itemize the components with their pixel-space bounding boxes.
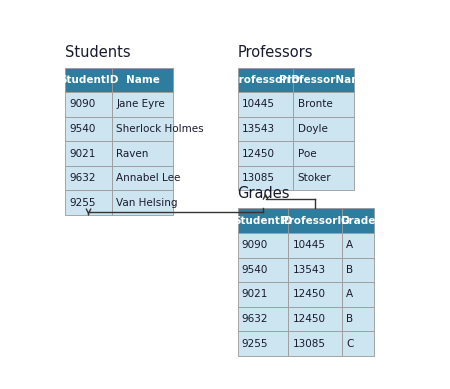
Text: Raven: Raven: [116, 149, 148, 159]
Text: 13085: 13085: [292, 338, 325, 349]
Text: B: B: [346, 265, 354, 275]
Text: 13543: 13543: [292, 265, 325, 275]
Bar: [112, 191, 173, 215]
Bar: [288, 258, 342, 282]
Text: Bronte: Bronte: [297, 100, 333, 109]
Text: 9021: 9021: [242, 289, 268, 300]
Bar: [112, 92, 173, 117]
Bar: [238, 117, 293, 141]
Bar: [238, 68, 293, 92]
Bar: [238, 209, 288, 233]
Text: Jane Eyre: Jane Eyre: [116, 100, 165, 109]
Text: Sherlock Holmes: Sherlock Holmes: [116, 124, 204, 134]
Text: 9090: 9090: [242, 240, 268, 250]
Bar: [288, 209, 342, 233]
Bar: [293, 92, 355, 117]
Text: Stoker: Stoker: [297, 173, 331, 183]
Bar: [65, 117, 112, 141]
Text: 9255: 9255: [242, 338, 268, 349]
Bar: [112, 68, 173, 92]
Text: 9540: 9540: [242, 265, 268, 275]
Text: 9632: 9632: [242, 314, 268, 324]
Bar: [293, 141, 355, 166]
Text: 9255: 9255: [69, 198, 96, 208]
Text: StudentID: StudentID: [59, 75, 118, 85]
Bar: [238, 282, 288, 307]
Text: C: C: [346, 338, 354, 349]
Bar: [342, 282, 373, 307]
Text: Grades: Grades: [238, 186, 290, 201]
Bar: [112, 117, 173, 141]
Text: Van Helsing: Van Helsing: [116, 198, 178, 208]
Bar: [65, 68, 112, 92]
Text: 12450: 12450: [292, 289, 325, 300]
Bar: [238, 233, 288, 258]
Text: 9090: 9090: [69, 100, 95, 109]
Text: Annabel Lee: Annabel Lee: [116, 173, 180, 183]
Bar: [342, 307, 373, 331]
Bar: [342, 258, 373, 282]
Text: Poe: Poe: [297, 149, 316, 159]
Text: StudentID: StudentID: [233, 216, 292, 226]
Text: 12450: 12450: [292, 314, 325, 324]
Text: 12450: 12450: [242, 149, 275, 159]
Bar: [238, 258, 288, 282]
Bar: [112, 141, 173, 166]
Bar: [65, 191, 112, 215]
Bar: [65, 166, 112, 191]
Text: ProfessorID: ProfessorID: [231, 75, 300, 85]
Text: Doyle: Doyle: [297, 124, 328, 134]
Text: 9021: 9021: [69, 149, 95, 159]
Bar: [288, 233, 342, 258]
Text: B: B: [346, 314, 354, 324]
Text: 10445: 10445: [242, 100, 275, 109]
Bar: [342, 331, 373, 356]
Text: 13543: 13543: [242, 124, 275, 134]
Text: ProfessorID: ProfessorID: [281, 216, 350, 226]
Bar: [288, 331, 342, 356]
Bar: [238, 141, 293, 166]
Bar: [342, 233, 373, 258]
Text: Grade: Grade: [340, 216, 376, 226]
Bar: [112, 166, 173, 191]
Bar: [238, 307, 288, 331]
Text: Students: Students: [65, 45, 130, 60]
Text: 13085: 13085: [242, 173, 275, 183]
Bar: [293, 166, 355, 191]
Text: Professors: Professors: [238, 45, 313, 60]
Bar: [238, 166, 293, 191]
Bar: [342, 209, 373, 233]
Bar: [293, 117, 355, 141]
Bar: [288, 307, 342, 331]
Bar: [238, 331, 288, 356]
Bar: [65, 92, 112, 117]
Text: Name: Name: [126, 75, 159, 85]
Bar: [293, 68, 355, 92]
Text: 9632: 9632: [69, 173, 96, 183]
Bar: [238, 92, 293, 117]
Text: A: A: [346, 289, 354, 300]
Text: A: A: [346, 240, 354, 250]
Bar: [65, 141, 112, 166]
Bar: [288, 282, 342, 307]
Text: 10445: 10445: [292, 240, 325, 250]
Text: 9540: 9540: [69, 124, 95, 134]
Text: ProfessorName: ProfessorName: [279, 75, 369, 85]
